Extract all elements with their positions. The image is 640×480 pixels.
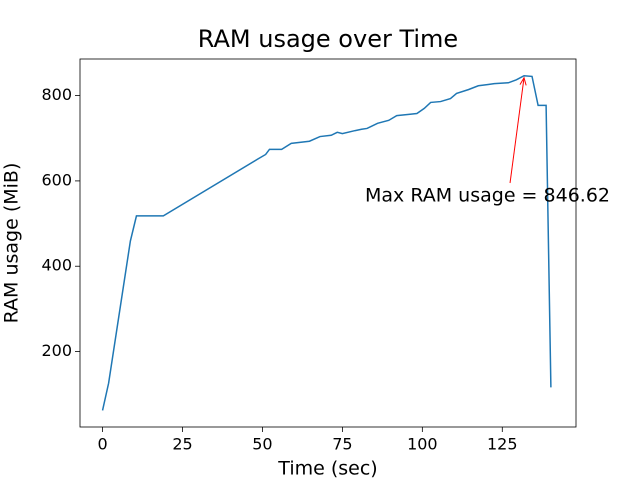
y-axis-label: RAM usage (MiB): [1, 163, 23, 324]
x-tick-label: 0: [97, 435, 107, 454]
x-tick-label: 25: [172, 435, 192, 454]
x-tick-label: 125: [487, 435, 518, 454]
y-tick-label: 600: [41, 170, 72, 189]
x-axis-label: Time (sec): [277, 458, 377, 480]
chart-title: RAM usage over Time: [198, 25, 458, 53]
plot-frame: [79, 58, 577, 428]
data-line: [101, 74, 552, 411]
x-tick-label: 75: [332, 435, 352, 454]
x-tick-label: 100: [407, 435, 438, 454]
annotation-text: Max RAM usage = 846.62: [365, 185, 610, 207]
x-tick-label: 50: [252, 435, 272, 454]
y-tick-label: 800: [41, 85, 72, 104]
annotation-arrowhead: [519, 76, 527, 86]
y-tick-label: 400: [41, 256, 72, 275]
annotation-arrow: [509, 77, 525, 184]
y-tick-label: 200: [41, 341, 72, 360]
